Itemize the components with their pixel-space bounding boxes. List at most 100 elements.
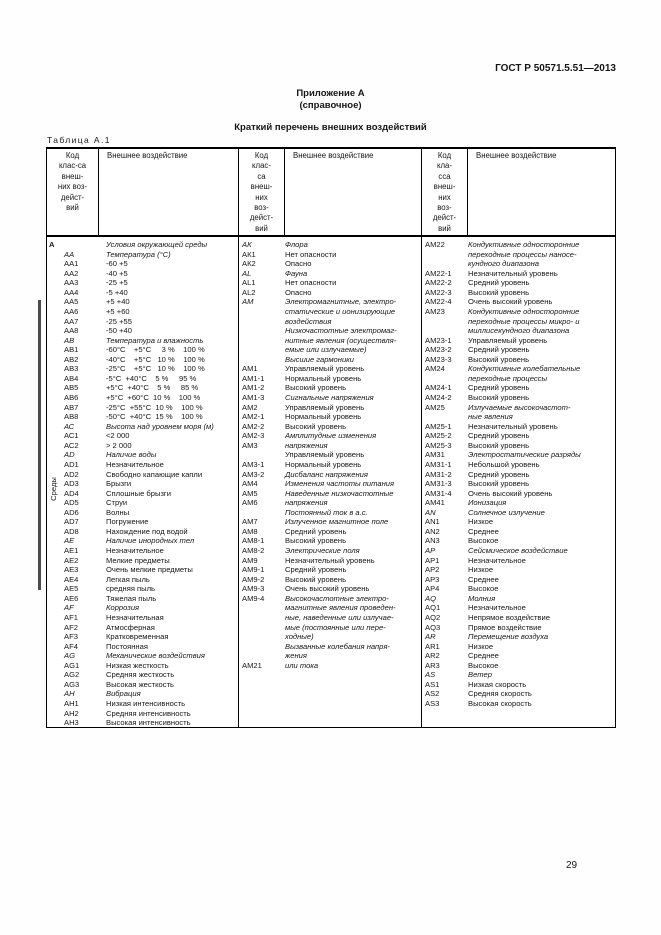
- header-code-class-2: Код клас- са внеш- них воз- дейст- вий: [239, 149, 285, 235]
- influence-code: AG2: [64, 670, 80, 680]
- influence-description: -25°С +5°С 10 % 100 %: [106, 364, 205, 374]
- influence-description: Мелкие предметы: [106, 555, 170, 565]
- influence-code: АВ4: [64, 373, 79, 383]
- table-line: AS2 Средняя скорость: [422, 689, 615, 699]
- table-line: AM2-1 Нормальный уровень: [239, 412, 421, 422]
- influence-description: Кондуктивные односторонние: [468, 240, 580, 249]
- table-line: AM41 Ионизация: [422, 498, 615, 508]
- table-line: АН2 Средняя интенсивность: [47, 709, 238, 719]
- influence-code: [242, 317, 285, 327]
- influence-description: Низкая интенсивность: [106, 699, 186, 708]
- influence-description: Ионизация: [468, 498, 507, 508]
- table-line: AM22-4 Очень высокий уровень: [422, 297, 615, 307]
- influence-code: A: [49, 240, 55, 249]
- influence-code: AM2-2: [242, 421, 265, 431]
- table-column-2: АК Флора АК1 Нет опасности АК2 Опасно AL Фауна A…: [238, 237, 421, 727]
- influence-description: Высокий уровень: [285, 574, 347, 584]
- table-line: Высшие гармоники: [239, 355, 421, 365]
- influence-description: Высокий уровень: [285, 383, 347, 393]
- table-line: АА Температура (°С): [47, 250, 238, 260]
- influence-code: AM31-2: [425, 469, 452, 479]
- influence-description: Очень высокий уровень: [285, 584, 370, 594]
- influence-description: Солнечное излучение: [468, 507, 545, 517]
- table-line: АА7 -25 +55: [47, 317, 238, 327]
- table-line: Управляемый уровень: [239, 450, 421, 460]
- table-line: AR Перемещение воздуха: [422, 632, 615, 642]
- influence-code: AF2: [64, 622, 78, 632]
- table-line: АС Высота над уровнем моря (м): [47, 422, 238, 432]
- influence-description: Высокий уровень: [285, 421, 347, 431]
- table-line: АЕ5 средняя пыль: [47, 584, 238, 594]
- table-line: AG2 Средняя жесткость: [47, 670, 238, 680]
- influence-code: [425, 326, 468, 336]
- table-line: AF1 Незначительная: [47, 613, 238, 623]
- influence-code: [242, 603, 285, 613]
- influence-description: Низкое: [468, 517, 494, 527]
- influence-description: Вызванные колебания напря-: [285, 641, 390, 651]
- influence-code: АЕ3: [64, 565, 79, 575]
- influence-description: Постоянный ток в а.с.: [285, 507, 368, 517]
- influence-description: Высокая скорость: [468, 699, 532, 708]
- table-line: AM1 Управляемый уровень: [239, 364, 421, 374]
- influence-code: АС2: [64, 440, 79, 450]
- influence-code: АА3: [64, 278, 79, 288]
- influence-code: АВ2: [64, 354, 79, 364]
- influence-code: AG1: [64, 660, 80, 670]
- influence-description: Высокое: [468, 536, 499, 546]
- influence-description: Управляемый уровень: [285, 450, 365, 460]
- influence-code: АН1: [64, 699, 79, 708]
- influence-description: статические и ионизирующие: [285, 306, 396, 316]
- table-line: AM7 Излученное магнитное поле: [239, 517, 421, 527]
- table-line: АР3 Среднее: [422, 575, 615, 585]
- influence-description: Высокое: [468, 584, 499, 594]
- influence-code: АР3: [425, 574, 440, 584]
- influence-code: AM4: [242, 479, 258, 489]
- influence-description: -50°С +40°С 15 % 100 %: [106, 412, 203, 422]
- table-line: ходные): [239, 632, 421, 642]
- influence-code: AM9-2: [242, 574, 265, 584]
- table-line: AM31-4 Очень высокий уровень: [422, 489, 615, 499]
- influence-description: Незначительное: [468, 603, 526, 613]
- influence-code: AR: [425, 632, 436, 642]
- influence-code: AM25-2: [425, 431, 452, 441]
- table-line: AN1 Низкое: [422, 517, 615, 527]
- influence-code: [242, 326, 285, 336]
- table-line: AR3 Высокое: [422, 661, 615, 671]
- influence-code: АВ5: [64, 383, 79, 393]
- table-line: AS1 Низкая скорость: [422, 680, 615, 690]
- influence-description: Среднее: [468, 574, 499, 584]
- influence-code: АА6: [64, 306, 79, 316]
- table-line: AM8-2 Электрические поля: [239, 546, 421, 556]
- influence-description: Высокая жесткость: [106, 679, 175, 689]
- table-line: AD4 Сплошные брызги: [47, 489, 238, 499]
- influence-description: Низкая жесткость: [106, 660, 169, 670]
- influence-code: AM22-1: [425, 268, 452, 278]
- influence-description: нитные явления (осуществля-: [285, 335, 397, 345]
- influence-description: Управляемый уровень: [468, 335, 548, 345]
- influence-code: АА2: [64, 268, 79, 278]
- influence-code: AM23: [425, 306, 445, 316]
- influence-code: АА: [64, 249, 75, 259]
- influence-code: АР1: [425, 555, 440, 565]
- influence-description: Незначительный уровень: [285, 555, 375, 565]
- influence-code: AR1: [425, 641, 440, 651]
- influence-description: Средний уровень: [468, 278, 530, 288]
- influence-code: АН3: [64, 718, 79, 728]
- influence-description: Ветер: [468, 670, 492, 680]
- influence-description: Небольшой уровень: [468, 459, 540, 469]
- table-line: AM8-1 Высокий уровень: [239, 536, 421, 546]
- table-line: AL Фауна: [239, 269, 421, 279]
- influence-description: Средняя скорость: [468, 689, 532, 699]
- influence-description: Опасно: [285, 287, 312, 297]
- influence-description: Незначительное: [106, 546, 164, 555]
- table-line: АВ5 +5°С +40°С 5 % 85 %: [47, 383, 238, 393]
- page-number: 29: [566, 860, 578, 871]
- influence-code: AS1: [425, 679, 440, 689]
- influence-description: Средний уровень: [468, 431, 530, 441]
- influence-code: AM3: [242, 440, 258, 450]
- influence-code: AG: [64, 651, 75, 661]
- table-caption: Таблица А.1: [47, 135, 111, 145]
- influence-code: [242, 651, 285, 661]
- table-line: ные, наведенные или излучае-: [239, 613, 421, 623]
